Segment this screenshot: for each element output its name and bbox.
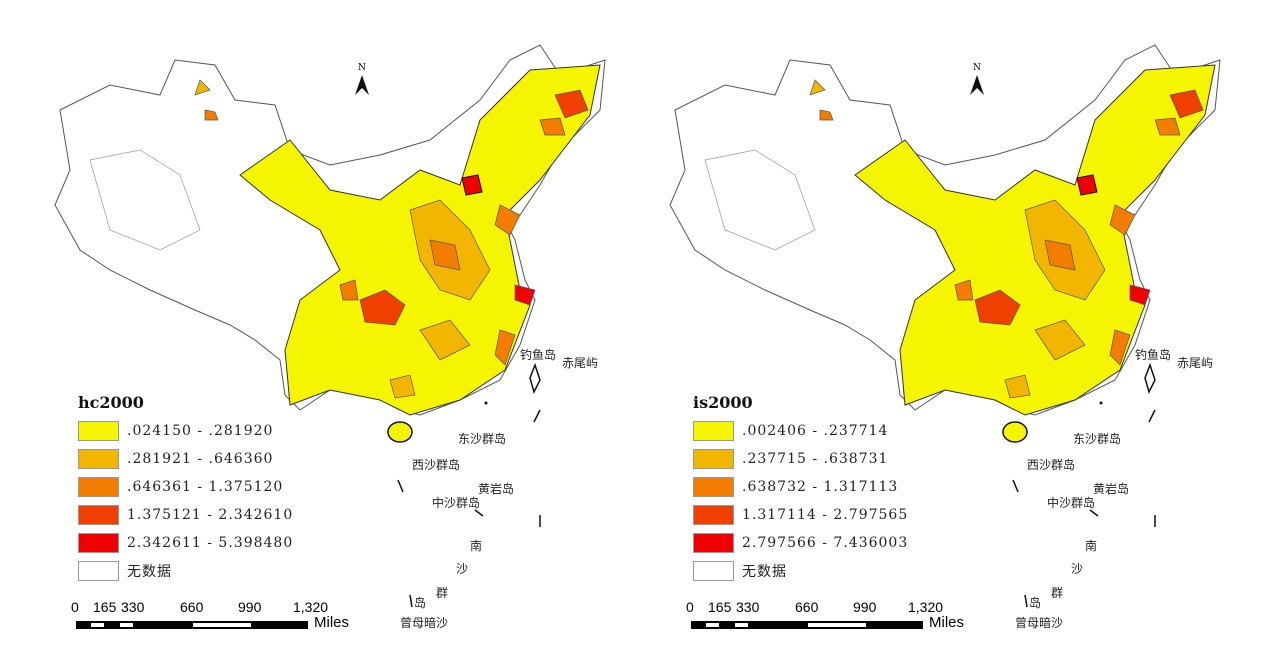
island-label: 群 xyxy=(436,586,449,600)
legend-item: .024150 - .281920 xyxy=(78,420,273,442)
island-label: 沙 xyxy=(1071,562,1084,576)
legend-swatch xyxy=(78,561,119,581)
island-label: 钓鱼岛 xyxy=(520,348,557,362)
legend-item: .638732 - 1.317113 xyxy=(693,476,898,498)
legend-item: 无数据 xyxy=(78,560,172,582)
legend-title: is2000 xyxy=(693,393,753,412)
scale-tick: 990 xyxy=(853,599,877,615)
legend-item: 无数据 xyxy=(693,560,787,582)
legend-label: 无数据 xyxy=(127,564,172,580)
legend-item: .237715 - .638731 xyxy=(693,448,888,470)
legend-label: .237715 - .638731 xyxy=(742,451,889,467)
island-label: 曾母暗沙 xyxy=(1015,616,1064,630)
scale-tick: 660 xyxy=(180,599,204,615)
island-label: 中沙群岛 xyxy=(1047,496,1096,510)
island-label: 东沙群岛 xyxy=(458,432,507,446)
island-label: 南 xyxy=(1085,539,1098,553)
legend-swatch xyxy=(693,477,734,497)
panel-is2000: N is2000 .002406 - .237714 .237715 - .63… xyxy=(615,0,1235,660)
island-label: 黄岩岛 xyxy=(478,482,515,496)
scale-tick: 990 xyxy=(238,599,262,615)
island-label: 岛 xyxy=(1029,596,1042,610)
legend-label: .281921 - .646360 xyxy=(127,451,274,467)
island-label: 沙 xyxy=(456,562,469,576)
island-label: 岛 xyxy=(414,596,427,610)
legend-swatch xyxy=(78,505,119,525)
island-label: 群 xyxy=(1051,586,1064,600)
scale-unit: Miles xyxy=(929,614,965,631)
legend-label: .002406 - .237714 xyxy=(742,423,889,439)
panel-hc2000: N hc2000 .024150 - .281920 .281921 - .64… xyxy=(0,0,620,660)
legend-swatch xyxy=(78,533,119,553)
legend-swatch xyxy=(693,561,734,581)
legend-label: 1.375121 - 2.342610 xyxy=(127,507,294,523)
legend-item: 1.375121 - 2.342610 xyxy=(78,504,293,526)
legend-swatch xyxy=(78,449,119,469)
scale-tick: 0 xyxy=(686,599,694,615)
scale-tick: 0 xyxy=(71,599,79,615)
island-label: 钓鱼岛 xyxy=(1135,348,1172,362)
legend-item: .002406 - .237714 xyxy=(693,420,888,442)
legend-swatch xyxy=(78,477,119,497)
scale-tick: 330 xyxy=(121,599,145,615)
island-label: 赤尾屿 xyxy=(562,356,599,370)
scale-unit: Miles xyxy=(314,614,350,631)
legend-label: .024150 - .281920 xyxy=(127,423,274,439)
legend-swatch xyxy=(78,421,119,441)
legend-label: 1.317114 - 2.797565 xyxy=(742,507,909,523)
scale-tick: 1,320 xyxy=(908,599,944,615)
legend-label: 无数据 xyxy=(742,564,787,580)
legend-label: .646361 - 1.375120 xyxy=(127,479,284,495)
legend-label: 2.342611 - 5.398480 xyxy=(127,535,294,551)
scale-tick: 165 xyxy=(708,599,732,615)
legend-swatch xyxy=(693,533,734,553)
island-label: 东沙群岛 xyxy=(1073,432,1122,446)
scale-tick: 330 xyxy=(736,599,760,615)
legend-item: 1.317114 - 2.797565 xyxy=(693,504,908,526)
island-label: 赤尾屿 xyxy=(1177,356,1214,370)
north-arrow-label: N xyxy=(973,63,981,73)
island-label: 南 xyxy=(470,539,483,553)
legend-label: 2.797566 - 7.436003 xyxy=(742,535,909,551)
island-label: 中沙群岛 xyxy=(432,496,481,510)
north-arrow-label: N xyxy=(358,63,366,73)
legend-item: .281921 - .646360 xyxy=(78,448,273,470)
scale-tick: 660 xyxy=(795,599,819,615)
legend-item: 2.797566 - 7.436003 xyxy=(693,532,908,554)
scale-tick: 1,320 xyxy=(293,599,329,615)
legend-swatch xyxy=(693,421,734,441)
scale-tick: 165 xyxy=(93,599,117,615)
legend-swatch xyxy=(693,449,734,469)
legend-title: hc2000 xyxy=(78,393,144,412)
island-label: 黄岩岛 xyxy=(1093,482,1130,496)
legend-swatch xyxy=(693,505,734,525)
legend-item: 2.342611 - 5.398480 xyxy=(78,532,293,554)
island-label: 西沙群岛 xyxy=(1027,458,1076,472)
island-label: 曾母暗沙 xyxy=(400,616,449,630)
legend-label: .638732 - 1.317113 xyxy=(742,479,899,495)
island-label: 西沙群岛 xyxy=(412,458,461,472)
legend-item: .646361 - 1.375120 xyxy=(78,476,283,498)
